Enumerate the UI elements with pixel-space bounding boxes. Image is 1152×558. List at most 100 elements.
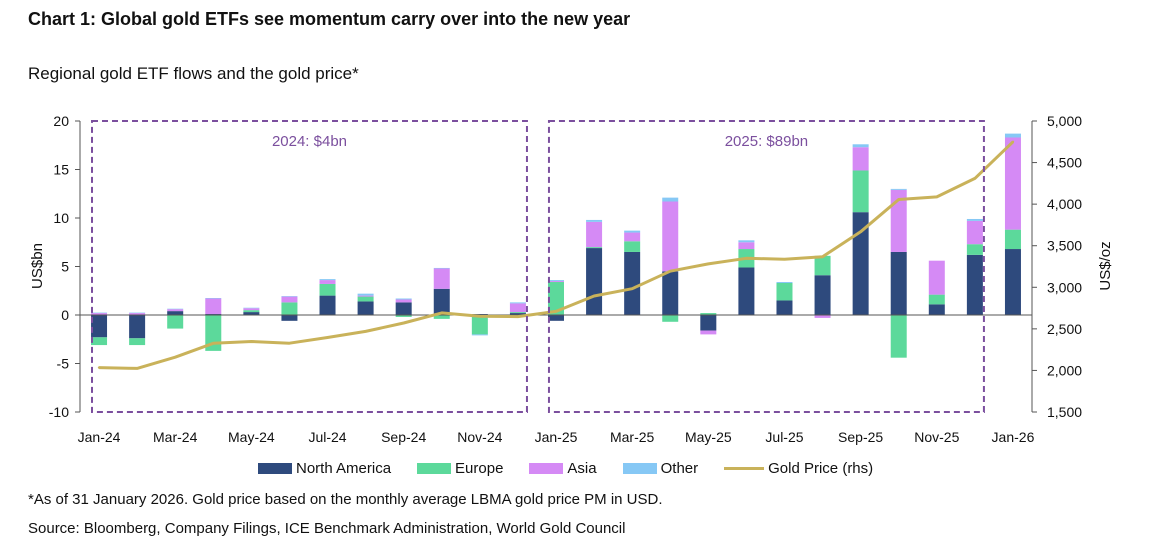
x-tick-label: Mar-24 (153, 429, 198, 445)
y-tick-label-left: -10 (49, 404, 69, 420)
bar-segment-other (129, 312, 146, 314)
legend-label-europe: Europe (455, 459, 504, 477)
gold-price-point (288, 342, 291, 345)
bar-segment-other (776, 282, 793, 283)
legend-item-north-america: North America (258, 460, 391, 477)
bar-segment-europe (852, 170, 869, 213)
bar-segment-other (586, 219, 603, 222)
bar-segment-asia (243, 308, 260, 311)
y-axis-title-left: US$bn (29, 243, 46, 289)
x-tick-label: Sep-24 (381, 429, 426, 445)
bar-segment-north-america (662, 271, 679, 315)
bar-segment-europe (776, 282, 793, 301)
chart-plot-area: -10 -5 0 5 10 15 20 1,500 2,000 2,500 3,000 3,500 4,… (29, 113, 1114, 445)
bar-segment-north-america (433, 288, 450, 315)
x-tick-label: Jan-25 (535, 429, 578, 445)
bar-segment-asia (167, 309, 184, 312)
bar-segment-asia (1004, 137, 1021, 230)
bar-segment-north-america (624, 251, 641, 315)
bar-segment-asia (548, 281, 564, 283)
x-tick-label: May-25 (685, 429, 732, 445)
annotation-label-2: 2025: $89bn (725, 133, 808, 150)
gold-price-point (212, 342, 215, 345)
legend-swatch-north-america (258, 462, 292, 474)
gold-price-point (669, 269, 672, 273)
bar-segment-other (548, 280, 564, 282)
legend-item-europe: Europe (417, 460, 503, 477)
bar-segment-europe (662, 315, 679, 322)
bar-segment-other (91, 312, 108, 314)
gold-price-point (630, 287, 634, 290)
bar-segment-north-america (167, 311, 184, 315)
legend-item-gold-price: Gold Price (rhs) (724, 460, 873, 477)
bar-segment-europe (395, 315, 412, 317)
bar-segment-asia (319, 280, 336, 284)
bar-segment-asia (662, 201, 679, 272)
y-axis-title-right: US$/oz (1097, 241, 1114, 290)
bar-segment-north-america (814, 275, 831, 315)
bar-segment-europe (700, 313, 717, 315)
y-tick-label-right: 1,500 (1047, 404, 1082, 420)
bar-segment-asia (852, 147, 869, 171)
x-tick-label: Jul-24 (308, 429, 346, 445)
gold-price-point (135, 367, 139, 370)
gold-price-line (98, 140, 1015, 370)
bar-segment-north-america (509, 313, 526, 315)
bar-segment-asia (928, 260, 945, 295)
gold-price-point (707, 262, 710, 266)
y-tick-label-left: 10 (53, 210, 69, 226)
annotation-box-1 (91, 120, 528, 413)
y-tick-label-left: 15 (53, 162, 69, 178)
annotation-box-2 (547, 120, 985, 413)
bar-segment-europe (243, 310, 260, 313)
legend-label-north-america: North America (296, 459, 392, 477)
bar-segment-asia (357, 295, 374, 297)
chart-title: Chart 1: Global gold ETFs see momentum c… (28, 9, 631, 29)
gold-price-point (897, 198, 900, 201)
bar-segment-asia (966, 220, 983, 245)
bar-segment-europe (167, 315, 184, 329)
gold-price-point (364, 330, 367, 333)
bar-segment-other (433, 267, 450, 269)
bar-segment-other (205, 298, 222, 299)
y-tick-label-right: 4,000 (1047, 196, 1082, 212)
gold-price-point (1011, 140, 1015, 143)
x-tick-label: Jan-26 (992, 429, 1035, 445)
x-tick-label: Nov-25 (914, 429, 959, 445)
bar-segment-asia (738, 242, 755, 250)
source-note: Source: Bloomberg, Company Filings, ICE … (28, 520, 626, 537)
legend-item-asia: Asia (529, 460, 597, 477)
bar-segment-other (281, 296, 298, 297)
x-tick-label: Nov-24 (457, 429, 502, 445)
bar-segment-north-america (91, 315, 108, 338)
gold-price-point (859, 230, 862, 234)
chart-subtitle: Regional gold ETF flows and the gold pri… (28, 64, 359, 83)
bar-segment-asia (890, 189, 907, 252)
legend-label-gold-price: Gold Price (rhs) (768, 459, 874, 477)
bar-segment-asia (205, 298, 222, 315)
y-tick-label-right: 3,500 (1047, 238, 1082, 254)
x-tick-label: Jul-25 (765, 429, 803, 445)
bar-segment-north-america (1004, 249, 1021, 315)
bar-segment-europe (814, 255, 831, 276)
bar-segment-asia (624, 232, 641, 242)
bar-segment-europe (433, 315, 450, 319)
bar-segment-asia (700, 330, 717, 335)
bar-segment-other (966, 218, 983, 221)
bar-segment-north-america (852, 212, 869, 315)
bar-segment-north-america (129, 315, 146, 339)
bar-segment-north-america (357, 301, 374, 315)
annotation-label-1: 2024: $4bn (272, 133, 347, 150)
bar-segment-other (509, 302, 526, 304)
bar-segment-europe (319, 283, 336, 296)
legend-item-other: Other (622, 460, 698, 477)
bar-segment-europe (91, 337, 108, 346)
bar-segment-other (319, 279, 336, 281)
bar-segment-other (738, 240, 755, 243)
y-tick-label-right: 5,000 (1047, 113, 1082, 129)
bar-segment-north-america (319, 295, 336, 315)
x-tick-label: Jan-24 (78, 429, 121, 445)
x-tick-label: Mar-25 (610, 429, 655, 445)
bar-segment-other (243, 307, 260, 309)
gold-price-point (402, 321, 405, 325)
